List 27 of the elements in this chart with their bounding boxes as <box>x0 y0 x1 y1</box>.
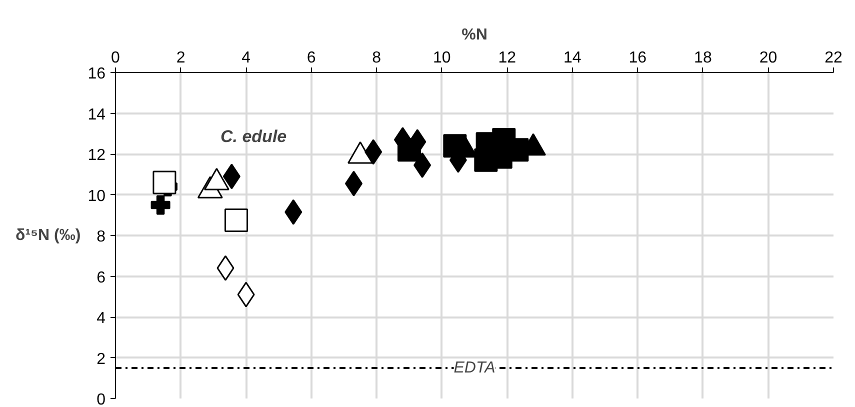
y-tick-label: 16 <box>88 66 106 82</box>
annotation: C. edule <box>220 127 287 146</box>
point <box>397 138 421 162</box>
x-axis-title: %N <box>462 26 488 44</box>
point <box>150 195 170 215</box>
x-tick-label: 4 <box>242 50 251 66</box>
x-tick-label: 16 <box>628 50 647 66</box>
x-tick-label: 10 <box>432 50 451 66</box>
x-tick-label: 20 <box>759 50 778 66</box>
y-tick-label: 14 <box>88 106 106 124</box>
ref-line-label: EDTA <box>454 359 496 376</box>
x-tick-label: 0 <box>111 50 120 66</box>
y-tick-label: 10 <box>88 188 106 205</box>
x-tick-label: 2 <box>176 50 186 66</box>
x-tick-label: 22 <box>824 50 842 66</box>
y-tick-label: 0 <box>96 392 106 407</box>
y-tick-label: 4 <box>96 310 106 327</box>
y-tick-label: 2 <box>96 350 106 368</box>
y-axis-title: δ¹⁵N (‰) <box>16 227 81 244</box>
x-tick-label: 8 <box>372 50 382 66</box>
y-tick-label: 12 <box>88 147 106 164</box>
y-tick-label: 8 <box>96 228 106 246</box>
x-tick-label: 18 <box>694 50 712 66</box>
y-tick-label: 6 <box>96 269 106 286</box>
x-tick-label: 14 <box>564 50 582 66</box>
x-tick-label: 6 <box>306 50 316 66</box>
x-tick-label: 12 <box>498 50 516 66</box>
